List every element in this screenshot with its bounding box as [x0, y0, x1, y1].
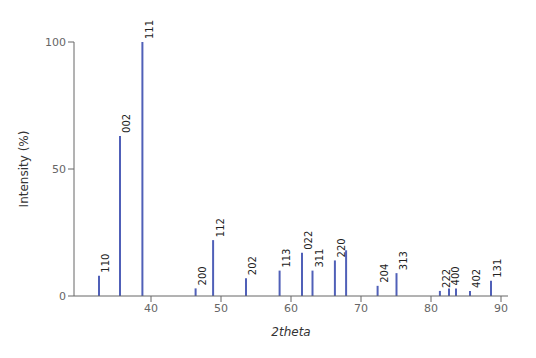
svg-text:313: 313 [398, 251, 409, 270]
svg-text:200: 200 [197, 266, 208, 285]
svg-text:311: 311 [314, 249, 325, 268]
svg-text:204: 204 [379, 264, 390, 283]
svg-text:Intensity (%): Intensity (%) [17, 131, 31, 208]
svg-text:002: 002 [122, 114, 133, 133]
svg-text:222: 222 [441, 268, 453, 288]
svg-text:113: 113 [281, 249, 292, 268]
svg-text:100: 100 [45, 36, 66, 49]
svg-text:0: 0 [59, 290, 66, 303]
svg-text:112: 112 [215, 218, 226, 237]
svg-text:202: 202 [248, 256, 259, 275]
svg-text:220: 220 [336, 238, 347, 257]
svg-text:90: 90 [494, 302, 508, 315]
svg-text:022: 022 [304, 231, 315, 250]
svg-text:402: 402 [472, 269, 483, 288]
svg-text:2theta: 2theta [271, 325, 310, 339]
svg-text:131: 131 [493, 259, 504, 278]
svg-text:50: 50 [214, 302, 228, 315]
svg-text:40: 40 [144, 302, 158, 315]
svg-text:60: 60 [284, 302, 298, 315]
svg-text:400: 400 [451, 266, 462, 285]
svg-text:110: 110 [101, 254, 112, 273]
svg-text:80: 80 [424, 302, 438, 315]
svg-text:50: 50 [52, 163, 66, 176]
svg-text:111: 111 [144, 20, 155, 39]
svg-text:70: 70 [354, 302, 368, 315]
